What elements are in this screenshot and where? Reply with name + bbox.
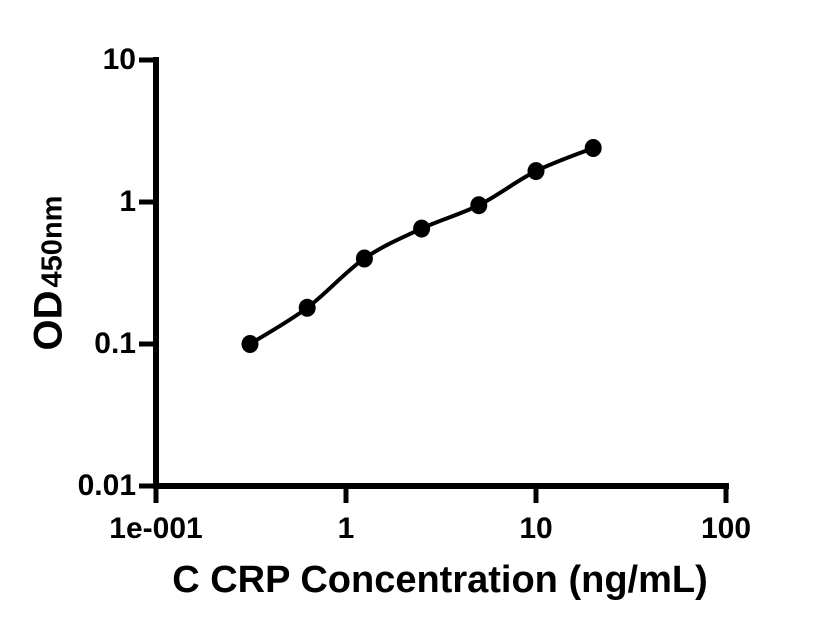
data-point-0 — [241, 335, 259, 353]
x-tick-label-10: 10 — [519, 512, 553, 545]
x-tick-label-100: 100 — [700, 512, 752, 545]
x-tick-mark-2 — [533, 486, 539, 503]
y-tick-label-0-01: 0.01 — [77, 469, 136, 502]
y-tick-mark-1 — [139, 199, 156, 205]
y-tick-label-0-1: 0.1 — [94, 327, 136, 360]
x-tick-label-1: 1 — [337, 512, 355, 545]
data-point-3 — [413, 219, 431, 238]
y-axis-title: OD450nm — [27, 196, 72, 351]
y-tick-mark-2 — [139, 341, 156, 347]
data-point-4 — [470, 196, 488, 215]
y-axis-title-subscript: 450nm — [36, 195, 69, 288]
y-axis-line — [153, 57, 159, 489]
y-tick-mark-3 — [139, 483, 156, 489]
y-tick-label-10: 10 — [102, 43, 136, 76]
data-point-2 — [355, 249, 373, 268]
data-point-5 — [527, 162, 545, 181]
y-tick-mark-0 — [139, 57, 156, 63]
x-axis-title: C CRP Concentration (ng/mL) — [172, 559, 708, 601]
data-point-1 — [298, 298, 316, 317]
x-tick-mark-3 — [723, 486, 729, 503]
data-point-6 — [584, 139, 602, 157]
x-tick-mark-1 — [343, 486, 349, 503]
x-tick-label-1e-001: 1e-001 — [109, 512, 203, 545]
x-axis-line — [153, 483, 729, 489]
x-tick-mark-0 — [153, 486, 159, 503]
y-tick-label-1: 1 — [119, 185, 136, 218]
y-axis-title-main: OD — [26, 290, 71, 351]
